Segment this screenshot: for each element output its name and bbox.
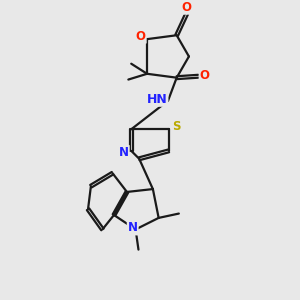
Text: O: O xyxy=(136,30,146,43)
Text: N: N xyxy=(128,221,138,235)
Text: N: N xyxy=(119,146,129,159)
Text: O: O xyxy=(182,1,192,14)
Text: O: O xyxy=(200,69,210,82)
Text: HN: HN xyxy=(147,93,167,106)
Text: S: S xyxy=(172,120,181,133)
